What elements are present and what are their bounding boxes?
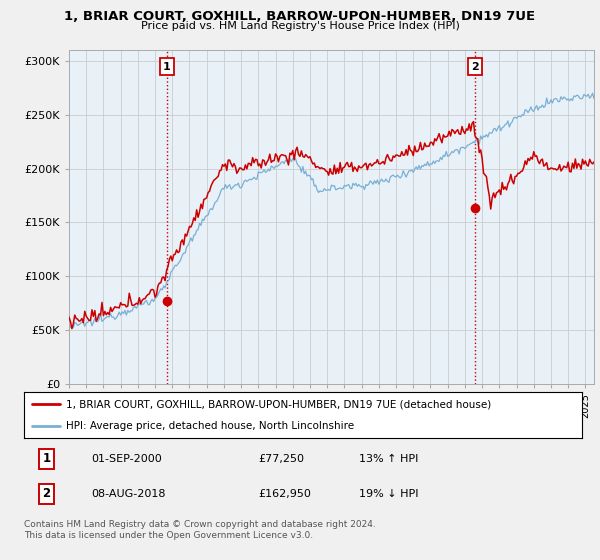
Text: HPI: Average price, detached house, North Lincolnshire: HPI: Average price, detached house, Nort… xyxy=(66,421,354,431)
Text: £162,950: £162,950 xyxy=(259,489,311,498)
Text: This data is licensed under the Open Government Licence v3.0.: This data is licensed under the Open Gov… xyxy=(24,531,313,540)
Text: 08-AUG-2018: 08-AUG-2018 xyxy=(91,489,166,498)
Text: 1, BRIAR COURT, GOXHILL, BARROW-UPON-HUMBER, DN19 7UE (detached house): 1, BRIAR COURT, GOXHILL, BARROW-UPON-HUM… xyxy=(66,399,491,409)
Text: 01-SEP-2000: 01-SEP-2000 xyxy=(91,454,162,464)
Text: 1: 1 xyxy=(163,62,170,72)
Text: 13% ↑ HPI: 13% ↑ HPI xyxy=(359,454,418,464)
Text: 2: 2 xyxy=(42,487,50,500)
Text: 2: 2 xyxy=(471,62,479,72)
Text: £77,250: £77,250 xyxy=(259,454,304,464)
Text: 1, BRIAR COURT, GOXHILL, BARROW-UPON-HUMBER, DN19 7UE: 1, BRIAR COURT, GOXHILL, BARROW-UPON-HUM… xyxy=(64,10,536,22)
Text: 1: 1 xyxy=(42,452,50,465)
Text: Contains HM Land Registry data © Crown copyright and database right 2024.: Contains HM Land Registry data © Crown c… xyxy=(24,520,376,529)
Text: Price paid vs. HM Land Registry's House Price Index (HPI): Price paid vs. HM Land Registry's House … xyxy=(140,21,460,31)
Text: 19% ↓ HPI: 19% ↓ HPI xyxy=(359,489,418,498)
